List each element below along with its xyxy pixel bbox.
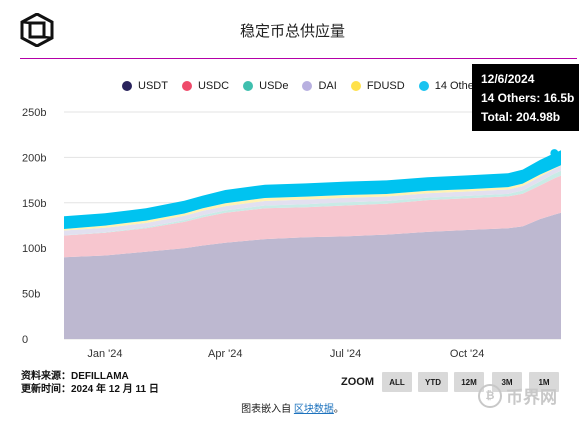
chart-title: 稳定币总供应量 — [239, 22, 345, 40]
x-tick-label: Apr '24 — [208, 348, 243, 360]
series-area-usde — [64, 170, 561, 236]
series-area-usdc — [64, 175, 561, 258]
data-source-note: 资料来源：DEFILLAMA 更新时间：2024 年 12 月 11 日 — [21, 370, 159, 396]
y-tick-label: 150b — [22, 198, 46, 210]
source-line: 资料来源：DEFILLAMA — [21, 371, 129, 382]
legend-item-usdt[interactable]: USDT — [122, 80, 168, 92]
legend-item-dai[interactable]: DAI — [302, 80, 337, 92]
legend-item-usdc[interactable]: USDC — [181, 80, 230, 92]
legend-label: USDe — [259, 80, 289, 92]
legend-item-fdusd[interactable]: FDUSD — [350, 80, 405, 92]
title-divider — [20, 58, 577, 59]
legend-dot-icon — [418, 81, 429, 91]
y-tick-label: 250b — [22, 107, 46, 119]
legend-dot-icon — [181, 81, 192, 91]
y-tick-label: 0 — [22, 334, 28, 346]
updated-line: 更新时间：2024 年 12 月 11 日 — [21, 384, 159, 395]
embed-suffix: 。 — [333, 404, 344, 415]
legend-dot-icon — [122, 81, 132, 91]
watermark-text: 币界网 — [506, 388, 557, 408]
zoom-ytd-button[interactable]: YTD — [418, 372, 448, 392]
watermark: ₿ 币界网 — [478, 383, 557, 408]
legend-item-14-others[interactable]: 14 Others — [418, 80, 484, 92]
series-area-14-others — [64, 150, 561, 229]
embed-source-link[interactable]: 区块数据 — [293, 404, 334, 415]
tooltip-total: Total: 204.98b — [481, 110, 561, 124]
legend-dot-icon — [243, 81, 254, 91]
y-tick-label: 50b — [22, 289, 40, 301]
chart-legend: USDT USDC USDe DAI FDUSD 14 Others — [122, 80, 497, 92]
legend-item-usde[interactable]: USDe — [243, 80, 288, 92]
embed-prefix: 图表嵌入自 — [241, 404, 294, 415]
x-tick-label: Jan '24 — [87, 348, 122, 360]
brand-logo-icon — [20, 13, 54, 47]
zoom-label: ZOOM — [341, 376, 374, 388]
legend-label: USDT — [138, 80, 168, 92]
y-tick-label: 200b — [22, 152, 46, 164]
zoom-12m-button[interactable]: 12M — [454, 372, 484, 392]
series-area-fdusd — [64, 165, 561, 231]
x-tick-label: Jul '24 — [330, 348, 361, 360]
y-tick-label: 100b — [22, 243, 46, 255]
series-area-usdt — [64, 212, 561, 339]
tooltip-others: 14 Others: 16.5b — [481, 91, 575, 105]
legend-dot-icon — [302, 81, 313, 91]
zoom-1m-button[interactable]: 1M — [529, 372, 559, 392]
embed-note: 图表嵌入自 区块数据。 — [0, 400, 585, 415]
tooltip-date: 12/6/2024 — [481, 72, 535, 86]
series-area-dai — [64, 165, 561, 236]
chart-tooltip: 12/6/2024 14 Others: 16.5b Total: 204.98… — [472, 64, 579, 131]
zoom-all-button[interactable]: ALL — [382, 372, 412, 392]
watermark-coin-icon: ₿ — [478, 383, 502, 408]
legend-label: 14 Others — [434, 80, 484, 92]
legend-label: DAI — [318, 80, 337, 92]
legend-dot-icon — [350, 81, 361, 91]
legend-label: USDC — [197, 80, 230, 92]
zoom-3m-button[interactable]: 3M — [492, 372, 522, 392]
tooltip-marker — [550, 149, 559, 158]
x-tick-label: Oct '24 — [450, 348, 485, 360]
legend-label: FDUSD — [366, 80, 405, 92]
